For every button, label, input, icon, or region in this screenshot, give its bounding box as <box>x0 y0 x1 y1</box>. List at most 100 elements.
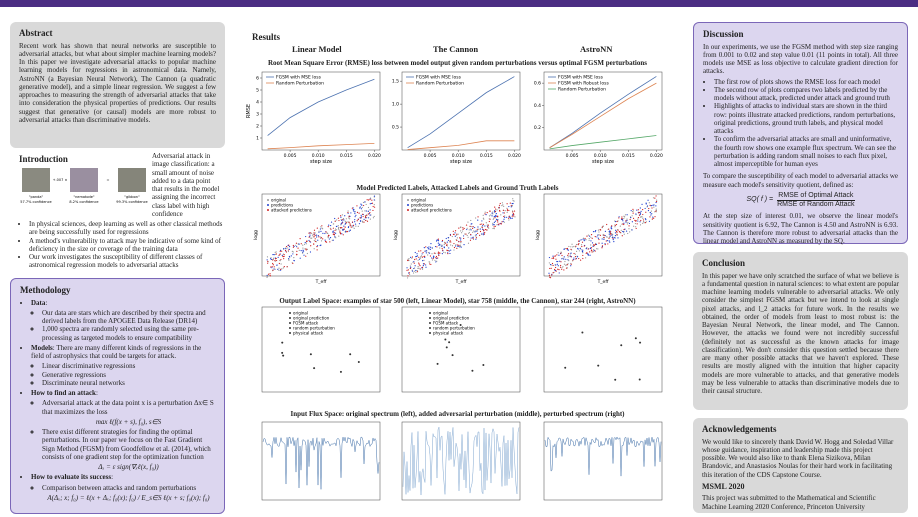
image-dot <box>565 258 567 260</box>
image-dot <box>354 223 357 225</box>
image-dot <box>475 217 477 219</box>
image-dot <box>493 221 495 223</box>
image-dot <box>508 219 510 221</box>
image-dot <box>320 240 323 242</box>
image-dot <box>352 224 355 226</box>
image-dot <box>314 238 316 240</box>
image-dot <box>645 219 647 221</box>
paragraph: To compare the susceptibility of each mo… <box>703 172 898 189</box>
image-dot <box>504 210 506 212</box>
image-dot <box>492 222 494 224</box>
image-dot <box>562 266 564 268</box>
image-dot <box>330 221 333 223</box>
image-dot <box>635 227 637 230</box>
formula: SQ( f ) = RMSE of Optimal Attack RMSE of … <box>703 192 898 210</box>
image-dot <box>494 206 496 208</box>
image-dot <box>431 253 433 255</box>
image-dot <box>359 217 361 219</box>
image-dot <box>467 242 470 244</box>
image-dot <box>304 242 306 244</box>
image-dot <box>452 230 454 232</box>
image-dot <box>632 212 634 214</box>
image-dot <box>285 246 288 248</box>
image-dot <box>578 257 580 260</box>
x-tick-label: 0.020 <box>650 153 663 159</box>
image-dot <box>489 218 491 220</box>
fig-label: 8.2% confidence <box>69 200 98 204</box>
image-dot <box>639 341 642 344</box>
image-dot <box>508 217 510 219</box>
legend-label: FGSM with MSE loss <box>276 75 322 81</box>
image-dot <box>559 260 561 262</box>
image-dot <box>364 215 367 217</box>
image-dot <box>451 235 453 238</box>
image-dot <box>343 219 345 221</box>
image-dot <box>324 232 326 235</box>
image-dot <box>563 256 565 258</box>
sub-item: Discriminate neural networks <box>42 379 215 387</box>
image-dot <box>451 245 454 247</box>
image-dot <box>313 239 315 242</box>
image-dot <box>415 258 417 260</box>
image-dot <box>607 243 609 245</box>
image-dot <box>317 235 320 237</box>
image-dot <box>300 243 302 245</box>
image-dot <box>339 232 341 234</box>
image-dot <box>336 219 338 221</box>
image-dot <box>283 258 285 260</box>
paragraph: At the step size of interest 0.01, we ob… <box>703 212 898 246</box>
image-dot <box>441 244 443 246</box>
image-dot <box>279 253 281 256</box>
image-dot <box>611 236 613 239</box>
image-dot <box>305 249 307 251</box>
image-dot <box>271 267 273 269</box>
image-dot <box>567 253 570 255</box>
image-dot <box>407 275 409 277</box>
image-dot <box>366 220 369 222</box>
image-dot <box>431 247 433 249</box>
image-dot <box>462 228 464 231</box>
image-dot <box>624 214 627 216</box>
image-dot <box>655 210 657 212</box>
image-dot <box>281 250 283 252</box>
image-dot <box>637 220 639 222</box>
image-dot <box>592 251 594 253</box>
image-dot <box>654 211 656 213</box>
legend-dot <box>429 322 431 324</box>
image-dot <box>423 247 425 249</box>
image-dot <box>329 237 332 239</box>
image-dot <box>411 257 413 259</box>
image-dot <box>459 324 462 327</box>
image-dot <box>466 227 468 229</box>
image-dot <box>580 244 583 246</box>
image-dot <box>624 216 626 218</box>
image-dot <box>555 270 557 272</box>
image-dot <box>286 266 288 268</box>
image-dot <box>503 215 505 218</box>
image-dot <box>597 248 599 250</box>
image-dot <box>406 277 409 279</box>
axis-label: T_eff <box>455 279 468 285</box>
line <box>407 76 515 149</box>
image-dot <box>341 219 343 222</box>
legend-label: original prediction <box>433 316 470 321</box>
section-title: Model Predicted Labels, Attacked Labels … <box>356 184 559 192</box>
image-dot <box>437 251 440 253</box>
image-dot <box>303 243 306 245</box>
image-dot <box>602 225 604 227</box>
image-dot <box>446 249 448 251</box>
image-dot <box>372 217 375 219</box>
x-tick-label: 0.015 <box>622 153 635 159</box>
image-dot <box>470 226 472 228</box>
image-dot <box>372 205 374 208</box>
image-dot <box>621 216 623 218</box>
method-item: How to find an attack:Adversarial attack… <box>31 389 215 471</box>
image-dot <box>353 210 355 212</box>
image-dot <box>341 226 343 229</box>
image-dot <box>349 218 351 220</box>
image-dot <box>281 351 284 354</box>
image-dot <box>340 224 342 226</box>
image-dot <box>582 237 585 239</box>
image-dot <box>497 221 499 223</box>
image-dot <box>450 244 452 246</box>
